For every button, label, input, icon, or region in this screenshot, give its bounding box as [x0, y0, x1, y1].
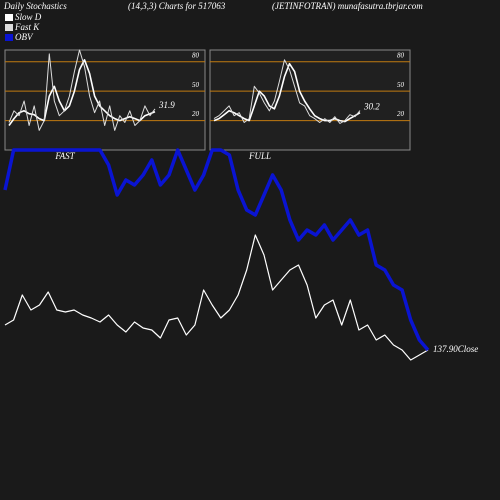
- header-middle: (14,3,3) Charts for 517063: [128, 1, 226, 11]
- last-value-label: 30.2: [363, 102, 380, 112]
- legend-entry: OBV: [15, 32, 34, 42]
- y-tick-label: 20: [192, 110, 200, 118]
- series-line: [213, 59, 361, 124]
- legend-swatch: [5, 24, 13, 31]
- y-tick-label: 80: [192, 51, 200, 59]
- legend-entry: Fast K: [14, 22, 40, 32]
- legend-swatch: [5, 34, 13, 41]
- series-line: [3, 148, 430, 352]
- panel: [4, 49, 206, 151]
- panel: [209, 49, 411, 151]
- header-left: Daily Stochastics: [3, 1, 67, 11]
- legend-entry: Slow D: [15, 12, 42, 22]
- panel-label: FULL: [248, 151, 271, 161]
- series-line: [8, 59, 156, 126]
- y-tick-label: 50: [397, 81, 405, 89]
- series-line: [213, 62, 361, 123]
- series-line: [4, 234, 429, 361]
- close-label: 137.90Close: [433, 344, 478, 354]
- series-line: [8, 49, 156, 131]
- y-tick-label: 80: [397, 51, 405, 59]
- legend-swatch: [5, 14, 13, 21]
- y-tick-label: 50: [192, 81, 200, 89]
- last-value-label: 31.9: [158, 100, 175, 110]
- header-right: (JETINFOTRAN) munafasutra.tbrjar.com: [272, 1, 423, 11]
- y-tick-label: 20: [397, 110, 405, 118]
- panel-label: FAST: [54, 151, 75, 161]
